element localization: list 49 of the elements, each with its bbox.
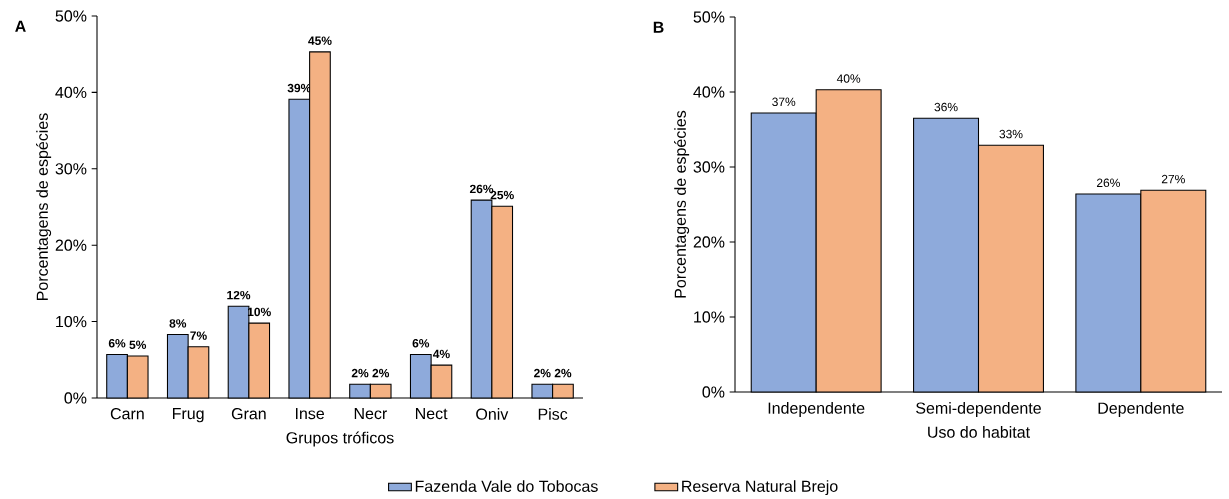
y-tick-label: 40%	[55, 86, 87, 98]
x-tick-label: Dependente	[1098, 401, 1184, 417]
data-label: 27%	[1161, 174, 1185, 184]
x-tick-label: Inse	[295, 407, 325, 420]
data-label: 7%	[190, 331, 207, 340]
y-tick-label: 10%	[56, 315, 87, 328]
data-label: 2%	[372, 368, 390, 378]
data-label: 37%	[772, 97, 796, 106]
y-tick-label: 50%	[693, 11, 725, 23]
x-tick-label: Necr	[354, 407, 387, 420]
x-axis-title: Uso do habitat	[928, 426, 1030, 438]
data-label: 8%	[169, 319, 187, 328]
chart-title: A	[15, 20, 26, 32]
y-tick-label: 50%	[55, 10, 87, 22]
x-tick-label: Pisc	[538, 407, 568, 420]
y-tick-label: 20%	[55, 239, 87, 251]
legend-label: Fazenda Vale do Tobocas	[415, 480, 598, 492]
x-tick-label: Semi-dependente	[916, 401, 1041, 417]
x-tick-label: Oniv	[476, 407, 509, 420]
data-label: 2%	[351, 368, 369, 378]
x-tick-label: Nect	[415, 407, 448, 420]
data-label: 26%	[1096, 178, 1120, 187]
chart-title: B	[653, 21, 664, 33]
y-tick-label: 10%	[694, 311, 725, 323]
data-label: 36%	[934, 102, 958, 112]
x-tick-label: Gran	[231, 407, 266, 420]
x-axis-title: Grupos tróficos	[286, 431, 394, 447]
data-label: 45%	[308, 36, 332, 45]
y-tick-label: 0%	[64, 392, 87, 404]
x-tick-label: Frug	[172, 407, 204, 423]
data-label: 6%	[412, 338, 430, 348]
legend-label: Reserva Natural Brejo	[682, 480, 838, 496]
y-tick-label: 30%	[55, 163, 87, 175]
data-label: 6%	[108, 338, 126, 348]
data-label: 4%	[432, 349, 450, 359]
data-label: 2%	[554, 368, 572, 378]
y-axis-title: Porcentagens de espécies	[674, 110, 690, 298]
data-label: 12%	[227, 290, 251, 300]
y-axis-title: Porcentagens de espécies	[36, 113, 52, 300]
x-tick-label: Carn	[110, 407, 144, 420]
y-tick-label: 0%	[702, 386, 725, 398]
y-tick-label: 20%	[693, 236, 725, 248]
data-label: 33%	[999, 129, 1023, 139]
y-tick-label: 40%	[693, 86, 725, 98]
data-label: 2%	[534, 368, 551, 378]
data-label: 5%	[129, 340, 147, 349]
data-label: 40%	[836, 74, 861, 83]
x-tick-label: Independente	[768, 401, 865, 417]
y-tick-label: 30%	[693, 161, 725, 173]
